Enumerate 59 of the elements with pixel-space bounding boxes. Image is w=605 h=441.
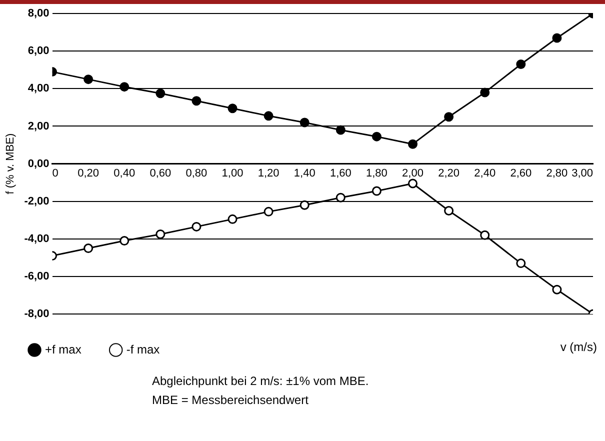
point (228, 214, 238, 224)
point (120, 82, 130, 92)
point (480, 88, 490, 98)
x-tick-label: 1,40 (294, 167, 316, 180)
x-tick-label: 2,00 (402, 167, 424, 180)
point (516, 258, 526, 268)
text: Abgleichpunkt bei 2 m/s: ±1% vom MBE. (152, 373, 369, 390)
point (228, 104, 238, 114)
point (552, 33, 562, 43)
x-tick-label: 1,80 (366, 167, 388, 180)
point (480, 230, 490, 240)
x-tick-label: 1,00 (222, 167, 244, 180)
y-tick-label: -8,00 (24, 308, 50, 320)
point (372, 186, 382, 196)
y-tick-label: 6,00 (28, 45, 50, 58)
point (84, 74, 94, 84)
y-tick-label: -6,00 (24, 270, 50, 282)
point (120, 236, 130, 246)
y-tick-label: 2,00 (28, 120, 50, 132)
y-tick-label: -4,00 (24, 232, 50, 245)
legend-label: +f max (45, 342, 82, 356)
point (300, 200, 310, 210)
point (192, 222, 202, 232)
point (156, 88, 166, 98)
x-tick-label: 0 (52, 167, 58, 180)
x-tick-label: 0,40 (114, 167, 136, 180)
point (552, 284, 562, 294)
legend-label: -f max (126, 342, 160, 356)
x-tick-label: 1,60 (330, 167, 352, 180)
y-tick-label: 0,00 (28, 158, 50, 170)
text: MBE = Messbereichsendwert (152, 392, 310, 409)
point (408, 178, 418, 188)
y-tick-label: -2,00 (24, 195, 50, 208)
point (264, 206, 274, 216)
x-tick-label: 2,60 (510, 167, 532, 180)
x-tick-label: 1,20 (258, 167, 280, 180)
x-tick-label: 0,20 (78, 167, 100, 180)
y-axis-title: f (% v. MBE) (4, 133, 17, 194)
x-tick-label: 2,40 (474, 167, 496, 180)
point (444, 112, 454, 122)
x-tick-label: 3,00 (572, 167, 593, 180)
point (156, 229, 166, 239)
x-axis-title: v (m/s) (560, 340, 597, 354)
y-tick-label: 4,00 (28, 82, 50, 95)
y-tick-label: 8,00 (28, 8, 50, 20)
x-tick-label: 2,20 (438, 167, 460, 180)
point (300, 118, 310, 128)
point (84, 244, 94, 254)
point (336, 192, 346, 202)
point (408, 139, 418, 149)
point (264, 111, 274, 121)
x-tick-label: 0,60 (150, 167, 172, 180)
point (516, 60, 526, 70)
point (444, 206, 454, 216)
point (336, 125, 346, 135)
point (192, 96, 202, 106)
x-tick-label: 0,80 (186, 167, 208, 180)
point (372, 132, 382, 142)
x-tick-label: 2,80 (546, 167, 568, 180)
